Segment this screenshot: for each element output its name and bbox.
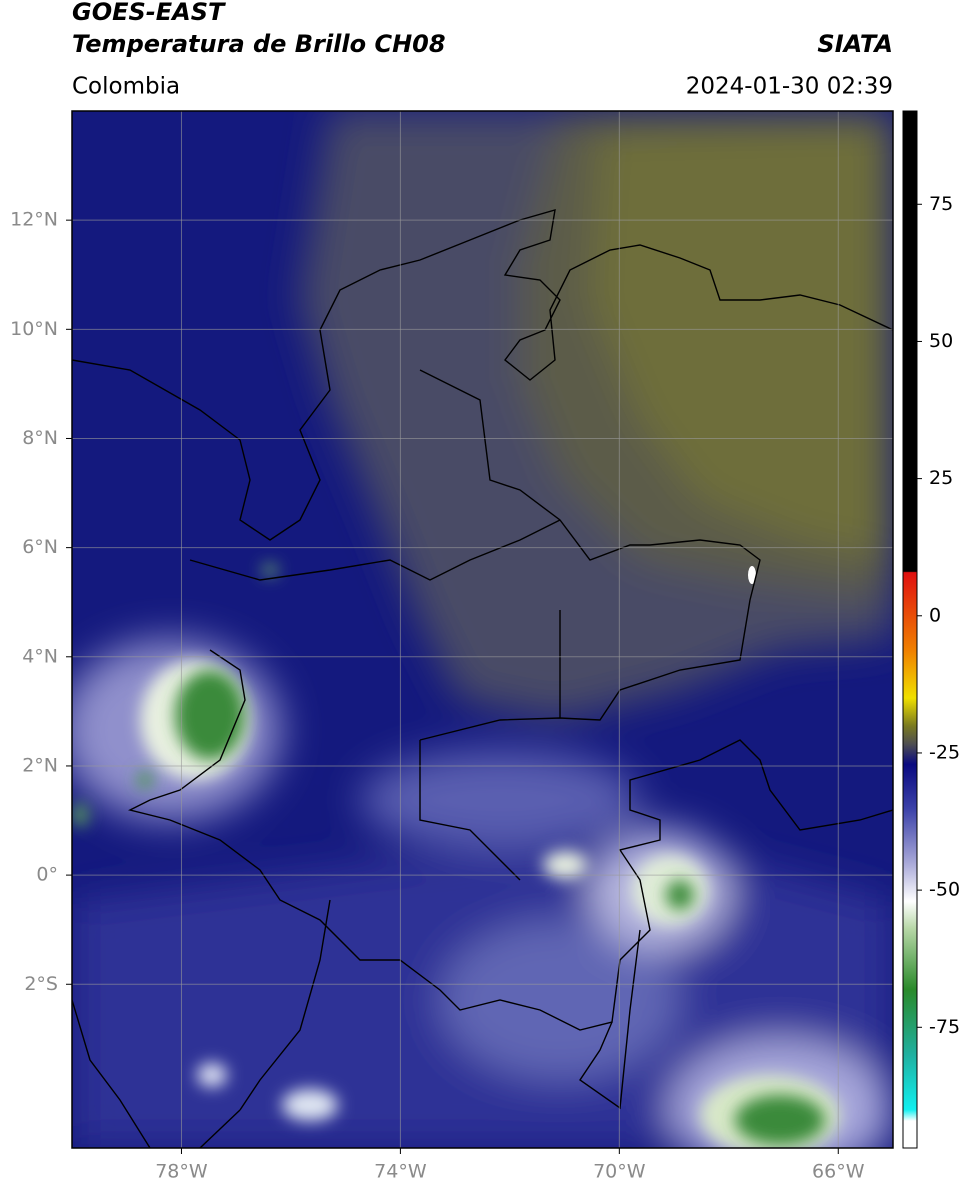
title: GOES-EAST (72, 0, 226, 26)
y-tick-label: 10°N (10, 318, 58, 340)
colorbar-tick-label: 0 (929, 604, 941, 626)
colorbar-tick-label: -50 (929, 879, 960, 901)
y-tick-label: 8°N (22, 427, 58, 449)
region: Colombia (72, 74, 180, 100)
y-tick-label: 2°S (24, 973, 58, 995)
subtitle: Temperatura de Brillo CH08 (72, 30, 446, 58)
x-tick-label: 74°W (374, 1161, 427, 1183)
x-tick-label: 66°W (812, 1161, 865, 1183)
colorbar-tick-label: -25 (929, 741, 960, 763)
y-tick-label: 0° (36, 864, 58, 886)
colorbar-ticks: 75 50 25 0 -25 -50 -75 (917, 193, 960, 1038)
y-tick-label: 4°N (22, 645, 58, 667)
grid: 78°W 74°W 70°W 66°W 12°N 10°N 8°N 6°N 4°N 2°N 0° 2°… (10, 111, 893, 1183)
colorbar-tick-label: 25 (929, 467, 953, 489)
x-tick-label: 78°W (155, 1161, 208, 1183)
x-tick-label: 70°W (593, 1161, 646, 1183)
colorbar (902, 110, 918, 1149)
y-tick-label: 12°N (10, 209, 58, 231)
colorbar-tick-label: 75 (929, 193, 953, 215)
satellite-image (72, 111, 893, 1148)
datetime: 2024-01-30 02:39 (686, 74, 893, 100)
plot-frame (71, 110, 894, 1149)
y-tick-label: 2°N (22, 754, 58, 776)
colorbar-tick-label: -75 (929, 1016, 960, 1038)
y-tick-label: 6°N (22, 536, 58, 558)
colorbar-tick-label: 50 (929, 330, 953, 352)
source: SIATA (817, 30, 893, 58)
